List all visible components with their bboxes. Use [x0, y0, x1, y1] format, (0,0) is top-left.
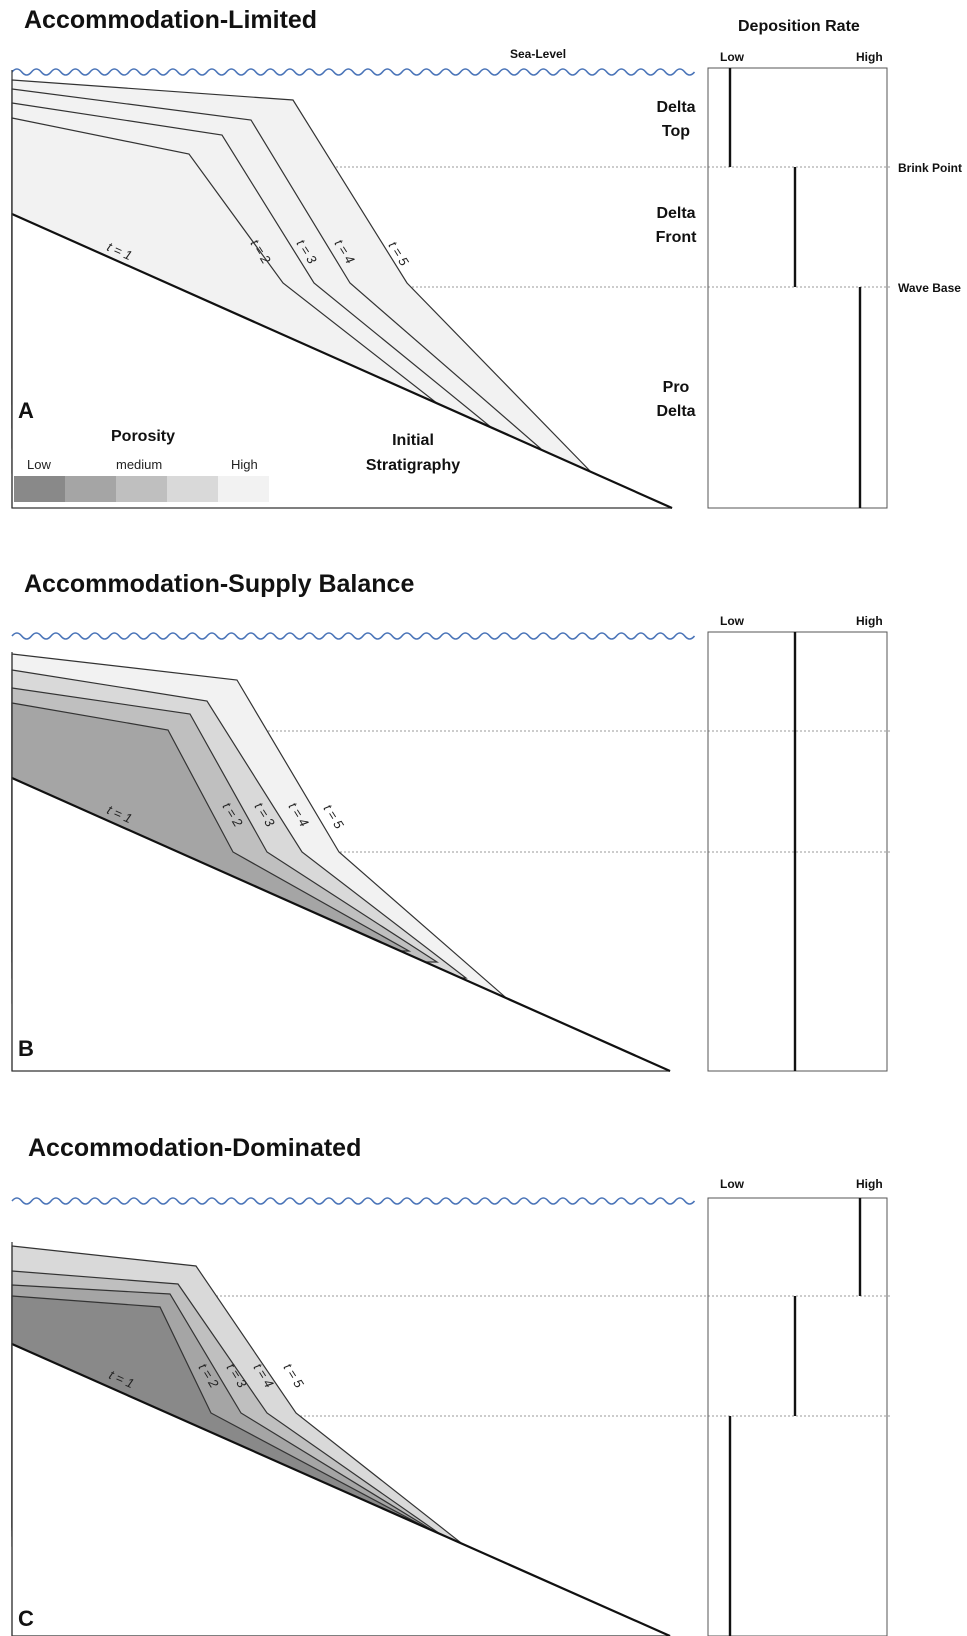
- zone-label-delta-top-line1: Delta: [656, 99, 695, 116]
- porosity-legend-title: Porosity: [111, 428, 175, 445]
- zone-label-delta-top-line2: Top: [662, 123, 690, 140]
- deposition-rate-box-b: [707, 631, 888, 1072]
- sea-level-wave-c: [11, 1197, 696, 1205]
- wave-base-label: Wave Base: [898, 281, 961, 295]
- panel-c-title: Accommodation-Dominated: [28, 1134, 361, 1162]
- sea-level-wave-a: [11, 68, 696, 76]
- panel-c: Accommodation-Dominated Low High t = 1 t…: [11, 1134, 890, 1636]
- brink-point-label: Brink Point: [898, 161, 962, 175]
- porosity-medium-label: medium: [116, 457, 162, 472]
- sea-level-label: Sea-Level: [510, 47, 566, 61]
- porosity-swatch-4: [167, 476, 218, 502]
- porosity-high-label: High: [231, 457, 258, 472]
- sea-level-wave-b: [11, 632, 696, 640]
- porosity-swatch-2: [65, 476, 116, 502]
- zone-label-pro-delta-line1: Pro: [663, 379, 690, 396]
- panel-b: Accommodation-Supply Balance Low High t …: [11, 570, 890, 1073]
- rate-low-label-c: Low: [720, 1177, 745, 1191]
- deposition-rate-title: Deposition Rate: [738, 18, 860, 35]
- deposition-rate-bars-c: [728, 1198, 862, 1636]
- panel-a-letter: A: [18, 398, 34, 423]
- rate-high-label-a: High: [856, 50, 883, 64]
- porosity-swatch-5: [218, 476, 269, 502]
- t1-surface-b: [11, 776, 671, 1073]
- deposition-rate-box-c: [707, 1197, 888, 1636]
- panel-a: Accommodation-Limited Deposition Rate Se…: [11, 6, 962, 510]
- zone-label-delta-front-line2: Front: [656, 229, 698, 246]
- porosity-low-label: Low: [27, 457, 51, 472]
- rate-low-label-a: Low: [720, 50, 745, 64]
- zone-label-delta-front-line1: Delta: [656, 205, 695, 222]
- panel-c-letter: C: [18, 1606, 34, 1631]
- rate-high-label-b: High: [856, 614, 883, 628]
- rate-high-label-c: High: [856, 1177, 883, 1191]
- deposition-rate-box-a: [707, 67, 888, 509]
- panel-b-letter: B: [18, 1036, 34, 1061]
- initial-stratigraphy-label-line2: Stratigraphy: [366, 457, 460, 474]
- panel-a-title: Accommodation-Limited: [24, 6, 317, 34]
- deposition-rate-bars-a: [728, 68, 862, 508]
- t1-surface-c: [11, 1342, 671, 1636]
- panel-b-title: Accommodation-Supply Balance: [24, 570, 414, 598]
- initial-stratigraphy-label-line1: Initial: [392, 432, 434, 449]
- time-label-t5-c: t = 5: [280, 1361, 307, 1391]
- porosity-swatch-1: [14, 476, 65, 502]
- t1-surface-a: [11, 212, 673, 510]
- zone-label-pro-delta-line2: Delta: [656, 403, 695, 420]
- rate-low-label-b: Low: [720, 614, 745, 628]
- porosity-swatch-3: [116, 476, 167, 502]
- porosity-legend: Porosity Low medium High: [14, 428, 269, 502]
